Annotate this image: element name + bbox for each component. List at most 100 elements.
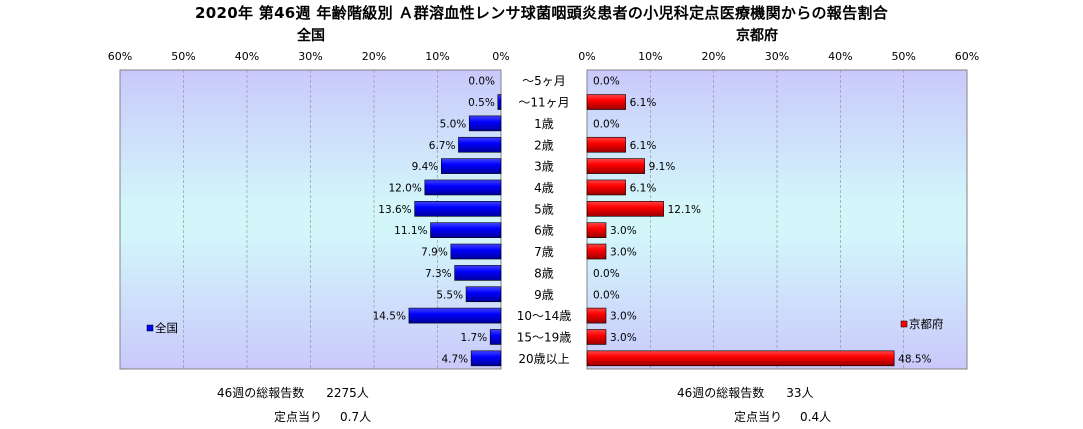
left-bar	[497, 94, 502, 110]
left-data-label: 11.1%	[394, 225, 427, 237]
right-tick-label: 40%	[828, 50, 852, 63]
category-label: 4歳	[534, 181, 554, 195]
right-data-label: 48.5%	[898, 353, 931, 365]
category-label: 1歳	[534, 117, 554, 131]
right-total-label: 46週の総報告数	[677, 386, 765, 400]
right-region-title: 京都府	[736, 28, 778, 44]
right-data-label: 6.1%	[630, 182, 657, 194]
right-tick-label: 0%	[578, 50, 595, 63]
left-total-value: 2275人	[326, 386, 369, 400]
left-data-label: 7.3%	[425, 268, 452, 280]
right-legend-swatch	[900, 320, 908, 328]
left-data-label: 14.5%	[373, 311, 406, 323]
right-per-stat: 定点当り 0.4人	[677, 408, 831, 425]
left-data-label: 7.9%	[421, 247, 448, 259]
right-data-label: 0.0%	[593, 118, 620, 130]
left-data-label: 13.6%	[378, 204, 411, 216]
right-data-label: 3.0%	[610, 247, 637, 259]
left-data-label: 0.5%	[468, 97, 495, 109]
left-total-label: 46週の総報告数	[217, 386, 305, 400]
left-data-label: 5.5%	[436, 289, 463, 301]
right-total-stat: 46週の総報告数 33人	[677, 384, 814, 401]
right-bar	[586, 179, 626, 196]
left-bar	[430, 222, 502, 238]
right-bar	[586, 201, 664, 217]
right-data-label: 3.0%	[610, 311, 637, 323]
right-data-label: 12.1%	[668, 204, 701, 216]
category-label: 15～19歳	[517, 330, 572, 344]
category-label: 10～14歳	[517, 309, 572, 323]
category-label: 9歳	[534, 288, 554, 302]
right-bar	[586, 350, 895, 367]
right-tick-label: 60%	[955, 50, 979, 63]
category-label: 5歳	[534, 202, 554, 216]
right-bar	[586, 307, 607, 324]
left-tick-label: 20%	[362, 50, 386, 63]
left-bar	[470, 350, 502, 367]
right-tick-label: 20%	[701, 50, 725, 63]
right-data-label: 0.0%	[593, 76, 620, 88]
right-data-label: 9.1%	[649, 161, 676, 173]
left-tick-label: 10%	[425, 50, 449, 63]
category-label: 6歳	[534, 224, 554, 238]
category-label: ～11ヶ月	[518, 96, 569, 110]
left-bar	[408, 307, 502, 324]
category-label: 8歳	[534, 266, 554, 280]
right-bar	[586, 94, 626, 110]
left-bar	[441, 158, 502, 174]
left-bar	[458, 136, 502, 153]
left-per-stat: 定点当り 0.7人	[217, 408, 371, 425]
left-bar	[468, 115, 502, 132]
left-data-label: 0.0%	[468, 76, 495, 88]
left-tick-label: 40%	[235, 50, 259, 63]
category-label: 3歳	[534, 160, 554, 174]
left-per-label: 定点当り	[273, 410, 322, 424]
left-bar	[450, 243, 502, 260]
right-tick-label: 30%	[765, 50, 789, 63]
right-data-label: 0.0%	[593, 268, 620, 280]
category-label: ～5ヶ月	[522, 74, 566, 88]
left-total-stat: 46週の総報告数 2275人	[217, 384, 369, 401]
left-data-label: 9.4%	[412, 161, 439, 173]
right-per-label: 定点当り	[733, 410, 782, 424]
right-bar	[586, 329, 607, 345]
left-data-label: 4.7%	[441, 353, 468, 365]
left-legend-label: 全国	[155, 321, 178, 335]
right-tick-label: 10%	[638, 50, 662, 63]
left-data-label: 1.7%	[461, 332, 488, 344]
right-plot-area	[586, 69, 968, 370]
right-bar	[586, 243, 607, 260]
left-legend-swatch	[146, 324, 154, 332]
right-data-label: 6.1%	[630, 140, 657, 152]
left-tick-label: 0%	[492, 50, 509, 63]
left-tick-label: 50%	[171, 50, 195, 63]
left-data-label: 5.0%	[440, 118, 467, 130]
left-bar	[465, 286, 502, 303]
right-data-label: 3.0%	[610, 332, 637, 344]
left-bar	[489, 329, 502, 345]
right-bar	[586, 222, 607, 238]
right-data-label: 0.0%	[593, 289, 620, 301]
left-per-value: 0.7人	[340, 410, 372, 424]
right-data-label: 3.0%	[610, 225, 637, 237]
chart-title: 2020年 第46週 年齢階級別 Ａ群溶血性レンサ球菌咽頭炎患者の小児科定点医療…	[195, 4, 888, 22]
right-bar	[586, 158, 645, 174]
left-bar	[414, 201, 502, 217]
left-bar	[424, 179, 502, 196]
right-tick-label: 50%	[891, 50, 915, 63]
category-label: 2歳	[534, 138, 554, 152]
left-bar	[454, 265, 502, 281]
left-tick-label: 60%	[108, 50, 132, 63]
right-bar	[586, 136, 626, 153]
left-region-title: 全国	[297, 28, 325, 44]
right-per-value: 0.4人	[800, 410, 832, 424]
left-data-label: 6.7%	[429, 140, 456, 152]
right-legend-label: 京都府	[909, 317, 944, 331]
left-tick-label: 30%	[298, 50, 322, 63]
right-total-value: 33人	[786, 386, 814, 400]
category-label: 7歳	[534, 245, 554, 259]
category-label: 20歳以上	[518, 352, 569, 366]
left-data-label: 12.0%	[388, 182, 421, 194]
right-data-label: 6.1%	[630, 97, 657, 109]
